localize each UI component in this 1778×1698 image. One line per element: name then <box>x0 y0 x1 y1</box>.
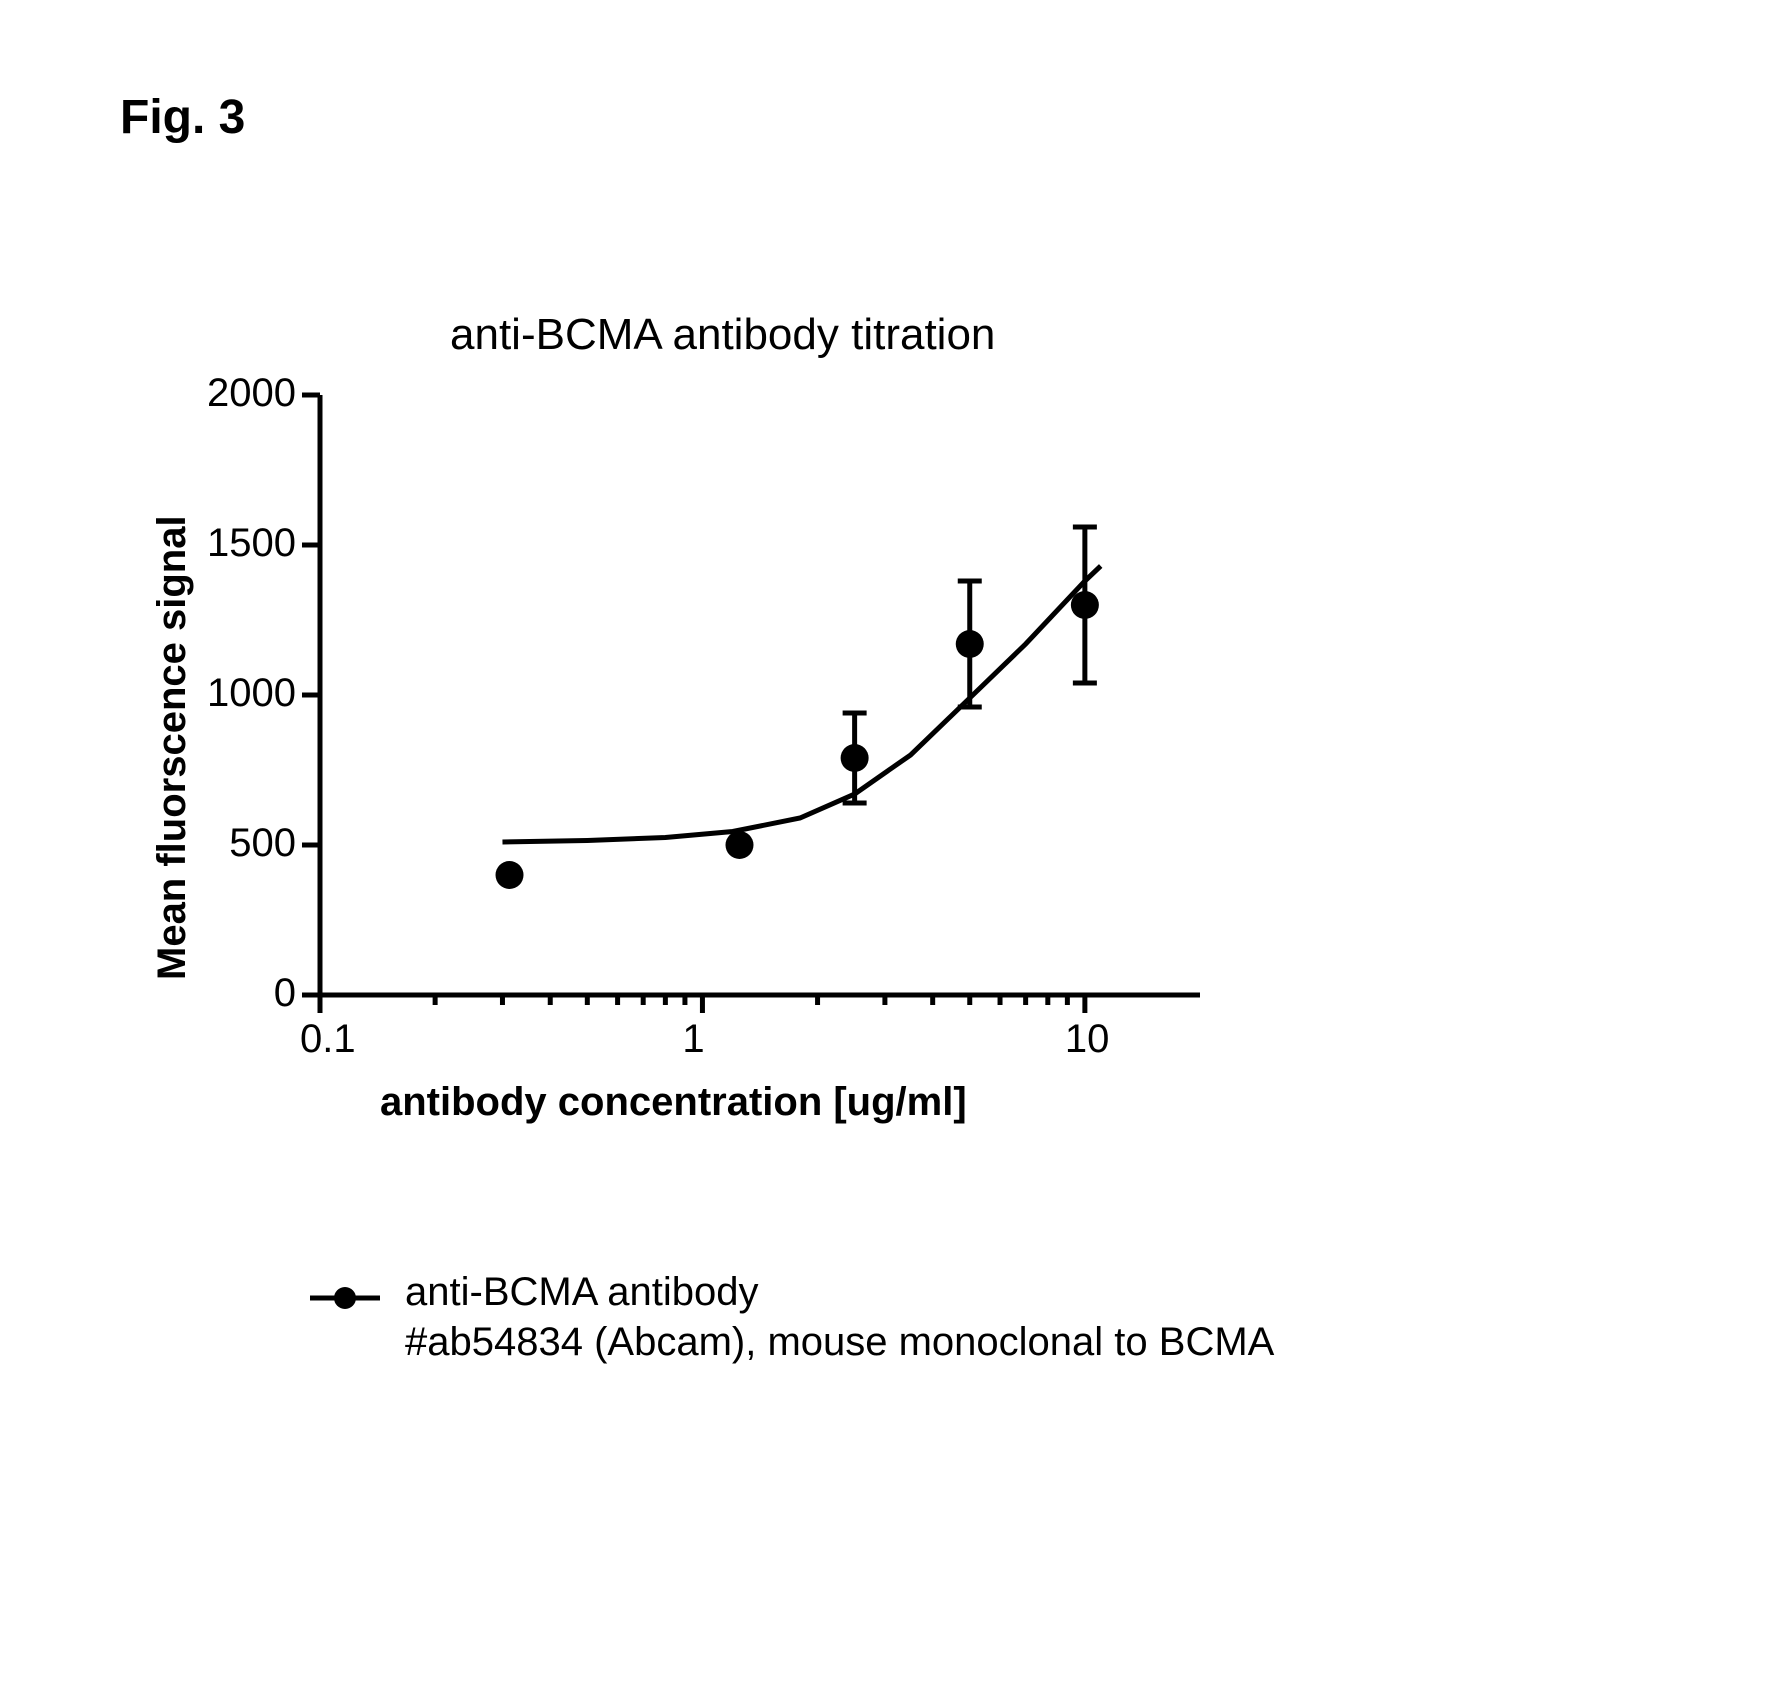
chart-title: anti-BCMA antibody titration <box>450 310 995 360</box>
x-axis-label: antibody concentration [ug/ml] <box>380 1080 967 1125</box>
legend-line-1: anti-BCMA antibody <box>405 1270 759 1315</box>
figure-label: Fig. 3 <box>120 90 245 145</box>
x-tick-label: 0.1 <box>300 1017 356 1062</box>
legend-line-2: #ab54834 (Abcam), mouse monoclonal to BC… <box>405 1320 1274 1365</box>
y-tick-label: 1000 <box>207 671 296 716</box>
page-root: Fig. 3 anti-BCMA antibody titration Mean… <box>0 0 1778 1698</box>
x-tick-label: 10 <box>1065 1017 1110 1062</box>
plot-area <box>320 395 1200 995</box>
y-axis-label: Mean fluorscence signal <box>150 515 195 980</box>
y-tick-label: 0 <box>274 971 296 1016</box>
y-tick-label: 500 <box>229 821 296 866</box>
legend-swatch <box>310 1278 380 1318</box>
y-tick-label: 2000 <box>207 371 296 416</box>
y-tick-label: 1500 <box>207 521 296 566</box>
chart-svg <box>320 395 1200 995</box>
x-tick-label: 1 <box>682 1017 704 1062</box>
